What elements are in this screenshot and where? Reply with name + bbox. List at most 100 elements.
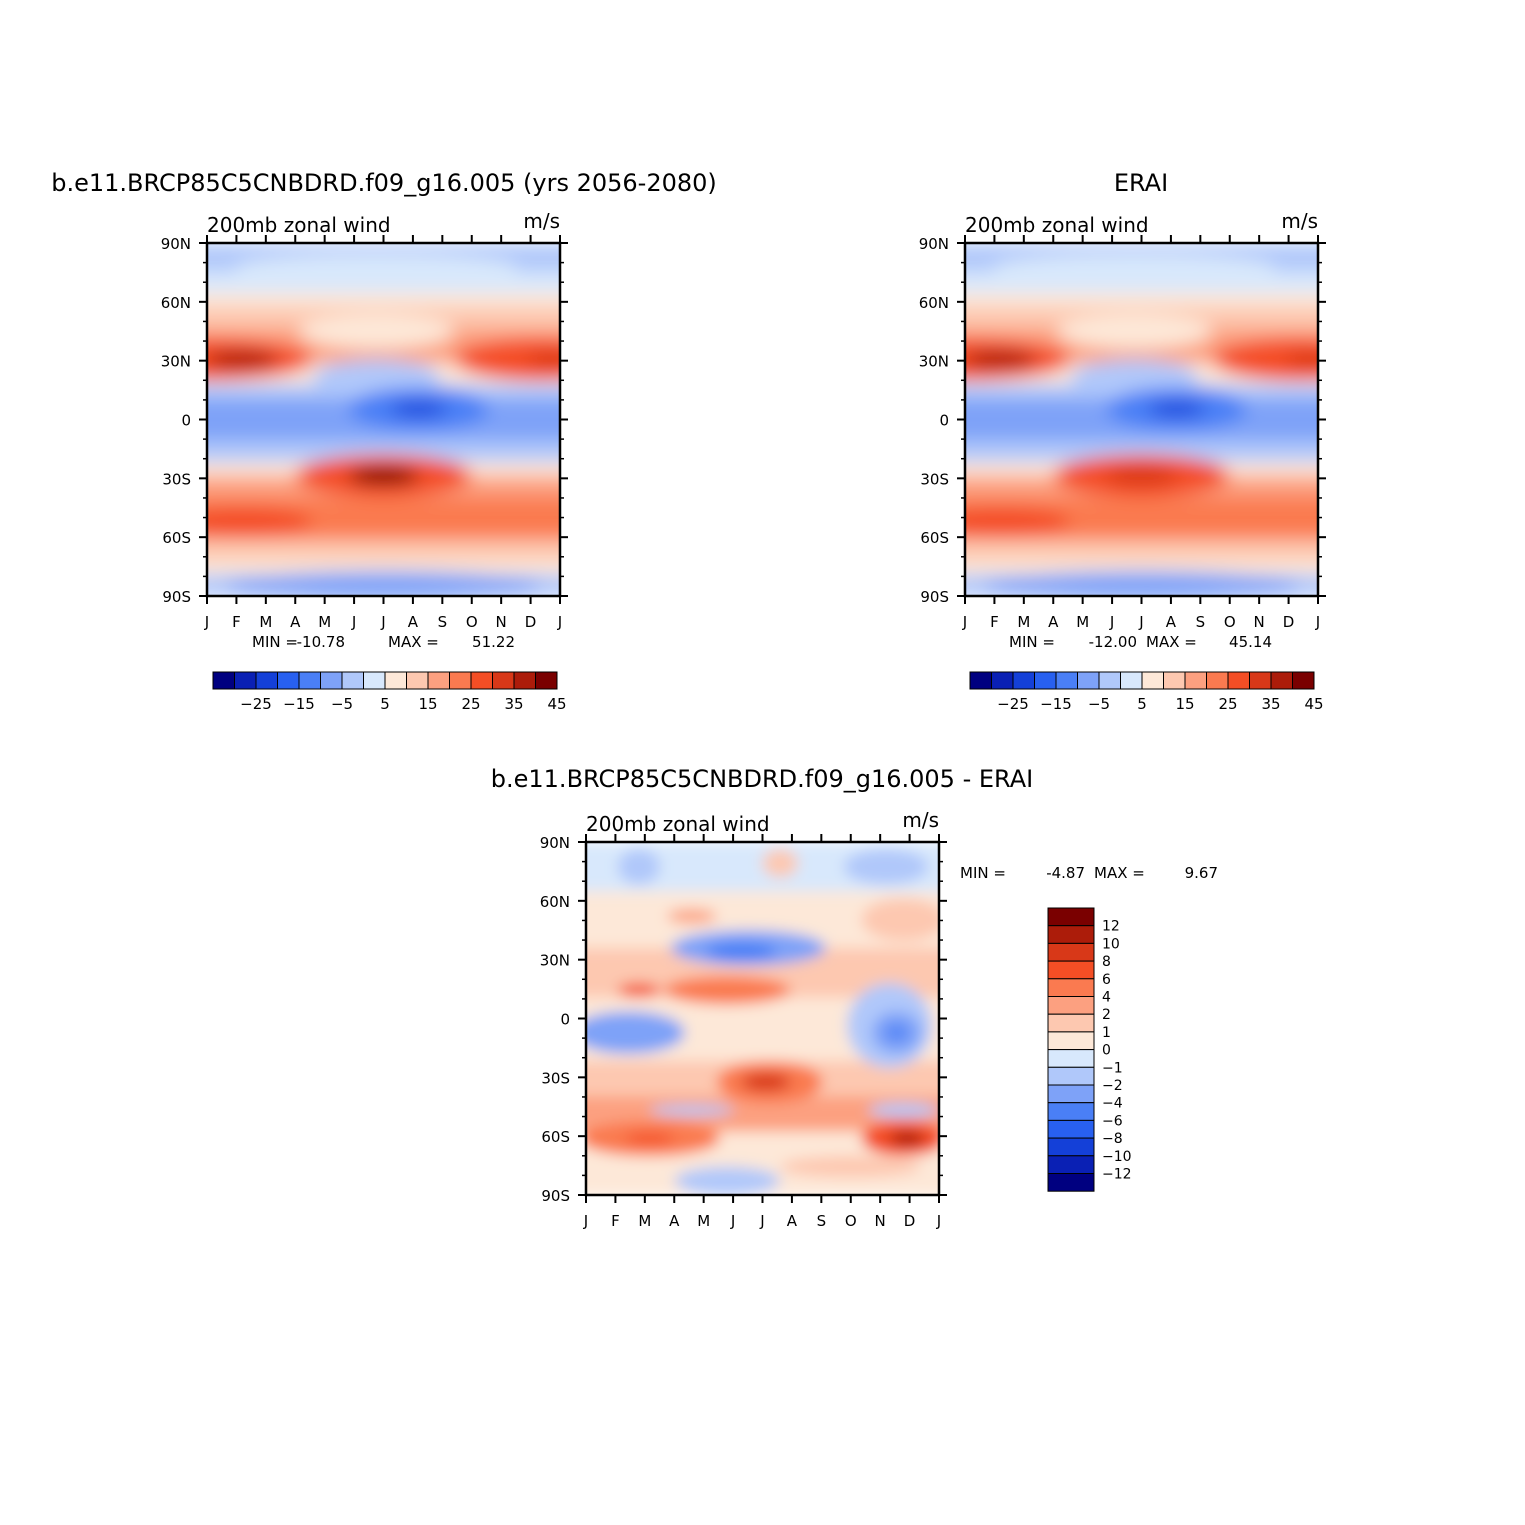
colorbar-label: 1 [1102,1025,1111,1041]
min-label: MIN = [1009,633,1055,651]
colorbar-label: 5 [380,695,390,713]
x-tick-label: O [1224,613,1236,631]
max-label: MAX = [1146,633,1197,651]
y-tick-label: 30N [540,952,570,970]
colorbar-swatch [1047,960,1095,980]
contour-blob [586,1011,685,1054]
colorbar-swatch [406,671,429,690]
x-tick-label: A [1048,613,1059,631]
contour-blob [965,350,1036,369]
colorbar-swatch [234,671,257,690]
units-label: m/s [902,808,939,832]
x-tick-label: J [730,1212,735,1230]
contour-blob [982,571,1301,596]
x-tick-label: J [936,1212,941,1230]
y-tick-label: 0 [560,1011,570,1029]
x-tick-label: D [904,1212,916,1230]
contour-band [965,292,1318,308]
colorbar-swatch [277,671,300,690]
colorbar-label: 6 [1102,972,1111,988]
left-string: 200mb zonal wind [586,812,770,836]
colorbar-label: −1 [1102,1060,1123,1076]
contour-band [207,440,560,463]
contour-blob [649,1104,735,1116]
contour-blob [528,352,560,367]
colorbar-label: 25 [1218,695,1237,713]
x-tick-label: J [557,613,562,631]
y-tick-label: 30S [541,1069,570,1087]
contour-blob [235,253,518,282]
contour-blob [706,942,777,961]
colorbar-label: 45 [1304,695,1323,713]
x-tick-label: J [962,613,967,631]
colorbar-swatch [320,671,343,690]
y-tick-label: 60S [920,529,949,547]
colorbar-label: 15 [1175,695,1194,713]
colorbar-swatch [1034,671,1057,690]
contour-blob [663,976,791,1005]
colorbar-swatch [341,671,364,690]
colorbar-label: −6 [1102,1113,1123,1129]
max-value: 51.22 [472,633,515,651]
contour-field [207,243,560,596]
contour-fill-layer [965,243,1318,596]
y-tick-label: 90S [920,588,949,606]
colorbar-swatch [1163,671,1186,690]
contour-blob [843,849,929,885]
colorbar-swatch [1292,671,1315,690]
x-tick-label: O [845,1212,857,1230]
colorbar-swatch [1012,671,1035,690]
min-value: -10.78 [297,633,345,651]
x-tick-label: O [466,613,478,631]
colorbar-label: 2 [1102,1007,1111,1023]
y-tick-label: 90N [919,235,949,253]
y-tick-label: 60N [919,294,949,312]
left-string: 200mb zonal wind [207,213,391,237]
contour-blob [1286,352,1318,367]
max-value: 9.67 [1185,864,1218,882]
y-tick-label: 90S [162,588,191,606]
colorbar-swatch [513,671,536,690]
colorbar: −25 −15 −5 5 15 25 35 45 [969,671,1324,713]
contour-blob [667,909,717,924]
colorbar-swatch [1227,671,1250,690]
units-label: m/s [1281,209,1318,233]
colorbar-swatch [1047,1155,1095,1175]
panel-erai: ERAI 200mb zonal wind m/s J F M A M J J A S O N D J9… [919,169,1326,713]
colorbar-swatch [1047,1137,1095,1157]
contour-blob [741,1073,791,1091]
left-string: 200mb zonal wind [965,213,1149,237]
colorbar-label: 0 [1102,1043,1111,1059]
colorbar-label: −2 [1102,1078,1123,1094]
x-tick-label: A [669,1212,680,1230]
colorbar-swatch [298,671,321,690]
contour-blob [348,467,419,485]
colorbar-swatch [1184,671,1207,690]
contour-blob [1056,313,1213,349]
colorbar-label: 35 [504,695,523,713]
contour-blob [1123,497,1301,533]
contour-blob [454,338,560,381]
contour-blob [868,1103,939,1118]
min-label: MIN = [960,864,1006,882]
contour-blob [312,359,440,395]
colorbar-swatch [1098,671,1121,690]
contour-blob [780,1156,922,1178]
y-tick-label: 60N [161,294,191,312]
colorbar-label: 45 [547,695,566,713]
colorbar-swatch [384,671,407,690]
y-tick-label: 30S [162,470,191,488]
contour-blob [624,1133,675,1144]
colorbar-swatch [1120,671,1143,690]
contour-band [207,560,560,576]
x-tick-label: J [351,613,356,631]
colorbar-swatch [1047,1066,1095,1086]
contour-blob [586,1159,664,1188]
colorbar-swatch [1047,1119,1095,1139]
x-tick-label: J [204,613,209,631]
panel-title: b.e11.BRCP85C5CNBDRD.f09_g16.005 (yrs 20… [51,169,717,197]
colorbar-swatch [449,671,472,690]
colorbar-label: −25 [997,695,1029,713]
